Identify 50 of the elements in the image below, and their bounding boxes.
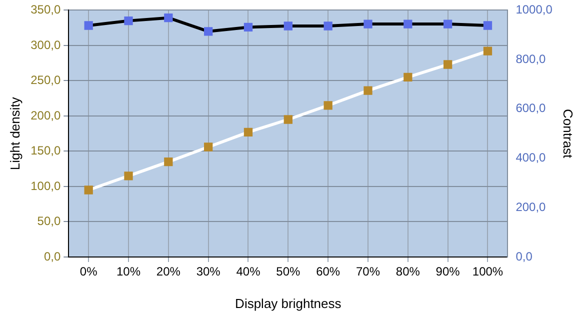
x-tick-label: 30% bbox=[196, 264, 221, 279]
x-tick-label: 80% bbox=[396, 264, 420, 279]
point bbox=[324, 22, 332, 30]
y-tick-label: 0,0 bbox=[44, 249, 61, 264]
y2-tick-label: 400,0 bbox=[516, 150, 546, 165]
y-tick-label: 150,0 bbox=[30, 144, 61, 158]
point bbox=[443, 20, 452, 28]
y-tick-label: 50,0 bbox=[37, 214, 61, 228]
point bbox=[284, 22, 292, 30]
y-tick-label: 200,0 bbox=[30, 108, 61, 122]
point bbox=[364, 20, 372, 28]
point bbox=[404, 72, 412, 82]
y2-axis-title: Contrast bbox=[560, 109, 576, 159]
point bbox=[124, 16, 133, 26]
x-tick-label: 90% bbox=[436, 264, 460, 279]
x-tick-label: 10% bbox=[116, 264, 141, 279]
point bbox=[84, 21, 93, 30]
point bbox=[404, 20, 412, 28]
x-tick-label: 20% bbox=[156, 264, 181, 279]
y2-tick-label: 1000,0 bbox=[516, 2, 553, 17]
point bbox=[284, 115, 292, 124]
y2-tick-label: 600,0 bbox=[516, 101, 546, 116]
point bbox=[124, 172, 133, 180]
y2-tick-label: 800,0 bbox=[516, 52, 546, 66]
point bbox=[204, 27, 213, 36]
point bbox=[244, 128, 253, 137]
y2-tick-label: 0,0 bbox=[516, 249, 533, 264]
point bbox=[483, 46, 492, 56]
x-tick-label: 100% bbox=[472, 264, 504, 279]
x-tick-label: 70% bbox=[356, 264, 380, 279]
x-tick-label: 40% bbox=[236, 264, 261, 279]
x-tick-label: 0% bbox=[80, 264, 98, 279]
point bbox=[483, 21, 492, 30]
point bbox=[84, 186, 93, 194]
y2-tick-label: 200,0 bbox=[516, 200, 546, 214]
y-tick-label: 300,0 bbox=[30, 38, 61, 52]
point bbox=[204, 142, 213, 152]
point bbox=[244, 22, 253, 32]
x-tick-label: 50% bbox=[276, 264, 300, 279]
y-axis-title: Light density bbox=[7, 96, 22, 170]
x-tick-label: 60% bbox=[316, 264, 340, 279]
y-tick-label: 100,0 bbox=[30, 178, 61, 193]
point bbox=[164, 157, 173, 166]
point bbox=[324, 101, 332, 110]
point bbox=[164, 14, 173, 22]
y-tick-label: 350,0 bbox=[30, 2, 61, 17]
point bbox=[364, 86, 372, 95]
point bbox=[443, 60, 452, 69]
x-axis-title: Display brightness bbox=[235, 296, 342, 311]
y-tick-label: 250,0 bbox=[30, 73, 61, 88]
